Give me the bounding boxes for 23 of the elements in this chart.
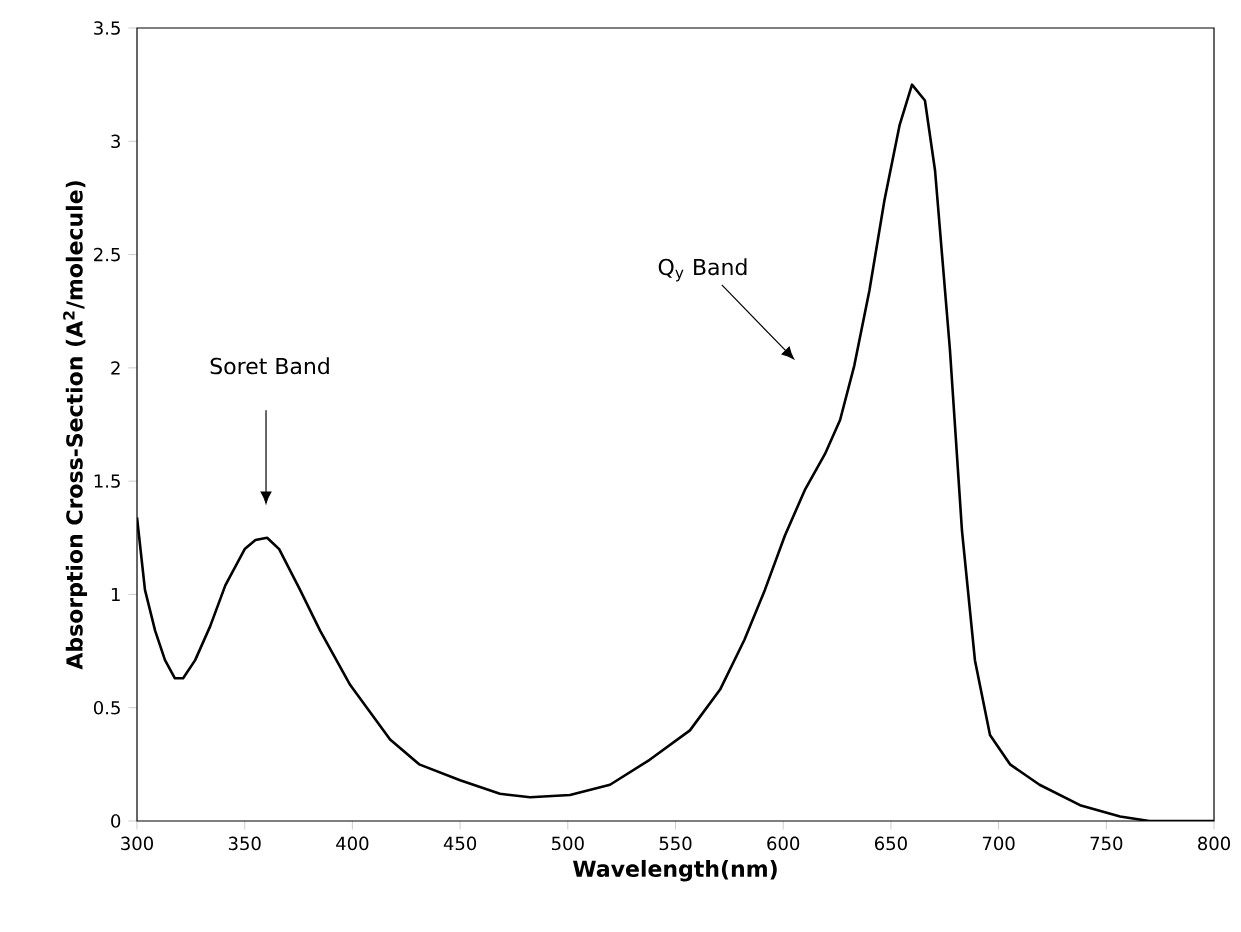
x-axis-title: Wavelength(nm) <box>573 859 777 882</box>
x-tick-label: 700 <box>982 836 1015 851</box>
x-tick-label: 600 <box>767 836 800 851</box>
y-tick-label: 2.5 <box>94 247 120 262</box>
x-tick-label: 350 <box>228 836 261 851</box>
annotation: Soret Band <box>210 357 329 375</box>
y-tick-label: 2 <box>111 361 120 375</box>
x-tick-label: 300 <box>121 836 153 851</box>
y-tick-label: 3 <box>111 134 120 149</box>
x-tick-label: 550 <box>659 836 692 851</box>
y-tick-label: 0 <box>111 814 121 828</box>
y-tick-label: 3.5 <box>94 21 120 35</box>
x-tick-label: 650 <box>874 836 907 851</box>
y-axis-title: Absorption Cross-Section (A$^{2}$/molecule) <box>63 181 88 670</box>
x-tick-label: 750 <box>1090 836 1123 851</box>
x-tick-label: 450 <box>443 836 477 851</box>
x-tick-label: 400 <box>336 836 369 851</box>
annotation: Q$_{y}$ Band <box>658 258 747 282</box>
y-tick-label: 1.5 <box>94 474 120 488</box>
x-tick-label: 500 <box>552 836 584 851</box>
y-tick-label: 1 <box>111 587 120 601</box>
y-tick-label: 0.5 <box>93 700 120 715</box>
x-tick-label: 800 <box>1198 836 1230 851</box>
